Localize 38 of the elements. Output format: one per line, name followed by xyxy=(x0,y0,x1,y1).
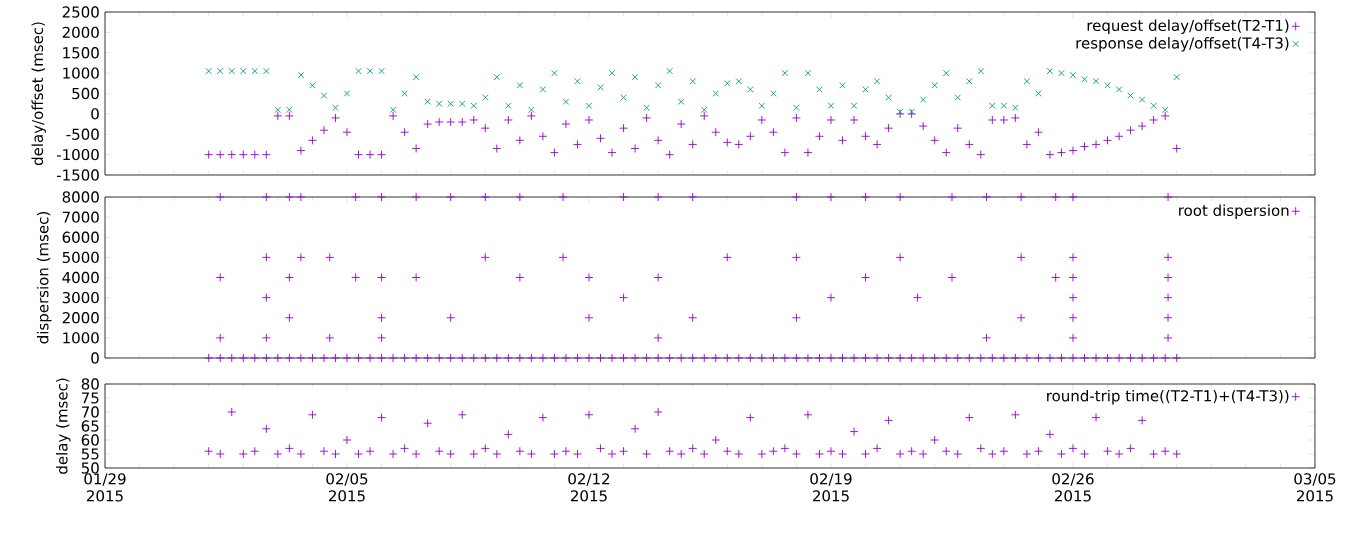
y-tick-label: 0 xyxy=(91,352,99,364)
y-tick-label: 4000 xyxy=(62,271,99,284)
y-axis-title: delay/offset (msec) xyxy=(31,22,47,166)
y-tick-label: 60 xyxy=(81,434,99,446)
y-tick-label: 55 xyxy=(81,448,99,460)
y-tick-label: 2000 xyxy=(62,312,99,324)
y-tick-label: 5000 xyxy=(62,251,99,264)
legend-label: root dispersion xyxy=(1179,204,1289,219)
y-tick-label: 65 xyxy=(81,420,99,432)
y-tick-label: 8000 xyxy=(62,191,99,203)
x-tick-label: 02/19 2015 xyxy=(810,473,852,502)
legend-label: round-trip time((T2-T1)+(T4-T3)) xyxy=(1047,389,1289,405)
x-tick-label: 03/05 2015 xyxy=(1294,473,1336,502)
y-tick-label: 2000 xyxy=(62,26,99,39)
legend-label: response delay/offset(T4-T3) xyxy=(1076,37,1289,52)
x-tick-label: 01/29 2015 xyxy=(84,473,126,502)
x-tick-label: 02/12 2015 xyxy=(568,473,610,502)
y-tick-label: -1000 xyxy=(56,148,99,161)
y-tick-label: 6000 xyxy=(62,231,99,243)
y-tick-label: 500 xyxy=(72,87,99,100)
y-tick-label: 7000 xyxy=(62,211,99,223)
y-axis-title: dispersion (msec) xyxy=(36,212,52,344)
y-tick-label: 80 xyxy=(81,378,99,390)
y-axis-title: delay (msec) xyxy=(56,378,71,474)
y-tick-label: -1500 xyxy=(56,169,99,181)
y-tick-label: 75 xyxy=(81,392,99,404)
y-tick-label: 1500 xyxy=(63,47,99,59)
y-tick-label: 1000 xyxy=(63,67,99,79)
legend-label: request delay/offset(T2-T1) xyxy=(1087,19,1289,34)
y-tick-label: 1000 xyxy=(63,332,99,344)
x-tick-label: 02/05 2015 xyxy=(326,473,368,502)
y-tick-label: 3000 xyxy=(62,291,99,304)
y-tick-label: 50 xyxy=(81,462,99,474)
y-tick-label: 70 xyxy=(81,406,99,418)
y-tick-label: 2500 xyxy=(62,6,99,18)
y-tick-label: -500 xyxy=(66,128,99,140)
x-tick-label: 02/26 2015 xyxy=(1052,473,1094,502)
y-tick-label: 0 xyxy=(91,108,99,120)
